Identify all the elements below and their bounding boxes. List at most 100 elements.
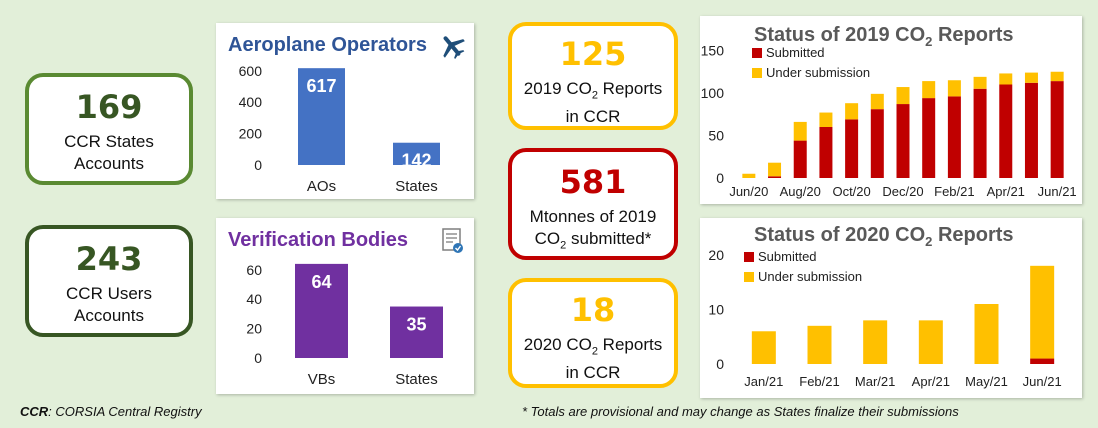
- bar-segment: [793, 140, 807, 178]
- y-tick-label: 400: [239, 94, 263, 110]
- x-tick-label: May/21: [965, 374, 1008, 389]
- legend-swatch: [744, 272, 754, 282]
- bar-segment: [819, 112, 833, 127]
- footnote: * Totals are provisional and may change …: [522, 404, 959, 419]
- y-tick-label: 50: [708, 128, 724, 144]
- y-tick-label: 60: [246, 262, 262, 278]
- ccr-states-label-1: CCR States: [64, 132, 154, 151]
- x-tick-label: Jun/20: [729, 184, 768, 199]
- y-tick-label: 150: [701, 43, 725, 59]
- legend-label: Submitted: [758, 249, 817, 264]
- aeroplane-operators-title: Aeroplane Operators: [228, 34, 427, 56]
- airplane-icon: [443, 36, 465, 59]
- status-2020-panel: Status of 2020 CO2 Reports 0 10 20 Jan/21 Fe…: [700, 218, 1082, 398]
- legend-label: Under submission: [758, 269, 862, 284]
- bar-segment: [1024, 72, 1038, 83]
- reports-2019-label-1: 2019 CO2 Reports: [523, 79, 663, 102]
- bar-segment: [1050, 81, 1064, 178]
- legend-label: Under submission: [766, 65, 870, 80]
- y-tick-label: 0: [716, 170, 724, 186]
- bar-segment: [742, 173, 756, 178]
- y-tick-label: 100: [701, 85, 725, 101]
- mtonnes-value: 581: [559, 163, 627, 201]
- reports-2019-card: 125 2019 CO2 Reports in CCR: [508, 22, 678, 130]
- aeroplane-operators-panel: Aeroplane Operators 0 200 400 600 617 AOs 142 S…: [216, 23, 474, 199]
- bar-segment: [751, 331, 776, 364]
- bar-segment: [870, 93, 884, 110]
- bar-segment: [1050, 71, 1064, 82]
- status-2020-title: Status of 2020 CO2 Reports: [754, 224, 1014, 249]
- bar-segment: [1024, 82, 1038, 178]
- aeroplane-operators-chart: 0 200 400 600 617 AOs 142 States: [239, 63, 440, 195]
- legend-label: Submitted: [766, 45, 825, 60]
- bar-segment: [973, 76, 987, 89]
- reports-2019-label-2: in CCR: [565, 107, 621, 127]
- x-tick-label: VBs: [308, 371, 336, 388]
- bar: [298, 68, 345, 165]
- y-tick-label: 0: [254, 157, 262, 173]
- legend-swatch: [752, 68, 762, 78]
- data-label: 142: [401, 151, 431, 171]
- reports-2020-card: 18 2020 CO2 Reports in CCR: [508, 278, 678, 388]
- x-tick-label: Feb/21: [799, 374, 839, 389]
- x-tick-label: Jan/21: [744, 374, 783, 389]
- x-tick-label: Dec/20: [882, 184, 923, 199]
- ccr-states-value: 169: [75, 88, 143, 126]
- bar-segment: [845, 119, 859, 178]
- bar-segment: [974, 304, 999, 364]
- bar-segment: [922, 81, 936, 99]
- bar-segment: [870, 109, 884, 178]
- verification-bodies-title: Verification Bodies: [228, 229, 409, 251]
- bar-segment: [896, 104, 910, 178]
- data-label: 64: [311, 272, 331, 292]
- bar: [390, 306, 443, 358]
- x-tick-label: Aug/20: [780, 184, 821, 199]
- y-tick-label: 600: [239, 63, 263, 79]
- y-tick-label: 0: [716, 356, 724, 372]
- verification-bodies-panel: Verification Bodies 0 20 40 60 64 VBs 35 States: [216, 218, 474, 394]
- x-tick-label: Jun/21: [1023, 374, 1062, 389]
- bar: [393, 142, 440, 165]
- bar-segment: [845, 103, 859, 120]
- bar-segment: [768, 176, 782, 178]
- y-tick-label: 20: [246, 321, 262, 337]
- data-label: 617: [306, 76, 336, 96]
- legend-swatch: [752, 48, 762, 58]
- bar-segment: [973, 88, 987, 178]
- reports-2020-value: 18: [570, 291, 616, 329]
- bar-segment: [807, 325, 832, 364]
- bar-segment: [922, 98, 936, 178]
- bar-segment: [918, 320, 943, 364]
- ccr-states-card: 169 CCR States Accounts: [25, 73, 193, 185]
- status-2019-chart: 0 50 100 150 Jun/20 Aug/20 Oct/20 Dec/20 Feb/21 A…: [701, 43, 1077, 200]
- status-2020-chart: 0 10 20 Jan/21 Feb/21 Mar/21 Apr/21 May/21 Jun/2…: [708, 247, 1062, 389]
- ccr-users-value: 243: [75, 240, 143, 278]
- data-label: 35: [406, 315, 426, 335]
- x-tick-label: States: [395, 371, 438, 388]
- bar-segment: [793, 121, 807, 141]
- x-tick-label: AOs: [307, 178, 336, 195]
- mtonnes-label-2: CO2 submitted*: [534, 229, 652, 252]
- y-tick-label: 10: [708, 301, 724, 317]
- reports-2020-label-1: 2020 CO2 Reports: [523, 335, 663, 358]
- y-tick-label: 20: [708, 247, 724, 263]
- bar-segment: [768, 162, 782, 177]
- ccr-users-label-2: Accounts: [74, 306, 144, 325]
- ccr-users-label-1: CCR Users: [66, 284, 152, 303]
- x-tick-label: Apr/21: [987, 184, 1025, 199]
- x-tick-label: Jun/21: [1038, 184, 1077, 199]
- reports-2020-label-2: in CCR: [565, 363, 621, 383]
- bar-segment: [896, 87, 910, 105]
- mtonnes-label-1: Mtonnes of 2019: [529, 207, 657, 226]
- ccr-definition: CCR: CORSIA Central Registry: [20, 404, 202, 419]
- x-tick-label: Feb/21: [934, 184, 974, 199]
- ccr-users-card: 243 CCR Users Accounts: [25, 225, 193, 337]
- status-2019-title: Status of 2019 CO2 Reports: [754, 24, 1014, 49]
- bar: [295, 263, 348, 358]
- reports-2019-value: 125: [559, 35, 627, 73]
- bar-segment: [819, 127, 833, 178]
- legend-swatch: [744, 252, 754, 262]
- ccr-states-label-2: Accounts: [74, 154, 144, 173]
- bar-segment: [1030, 265, 1055, 359]
- verification-bodies-chart: 0 20 40 60 64 VBs 35 States: [246, 262, 443, 388]
